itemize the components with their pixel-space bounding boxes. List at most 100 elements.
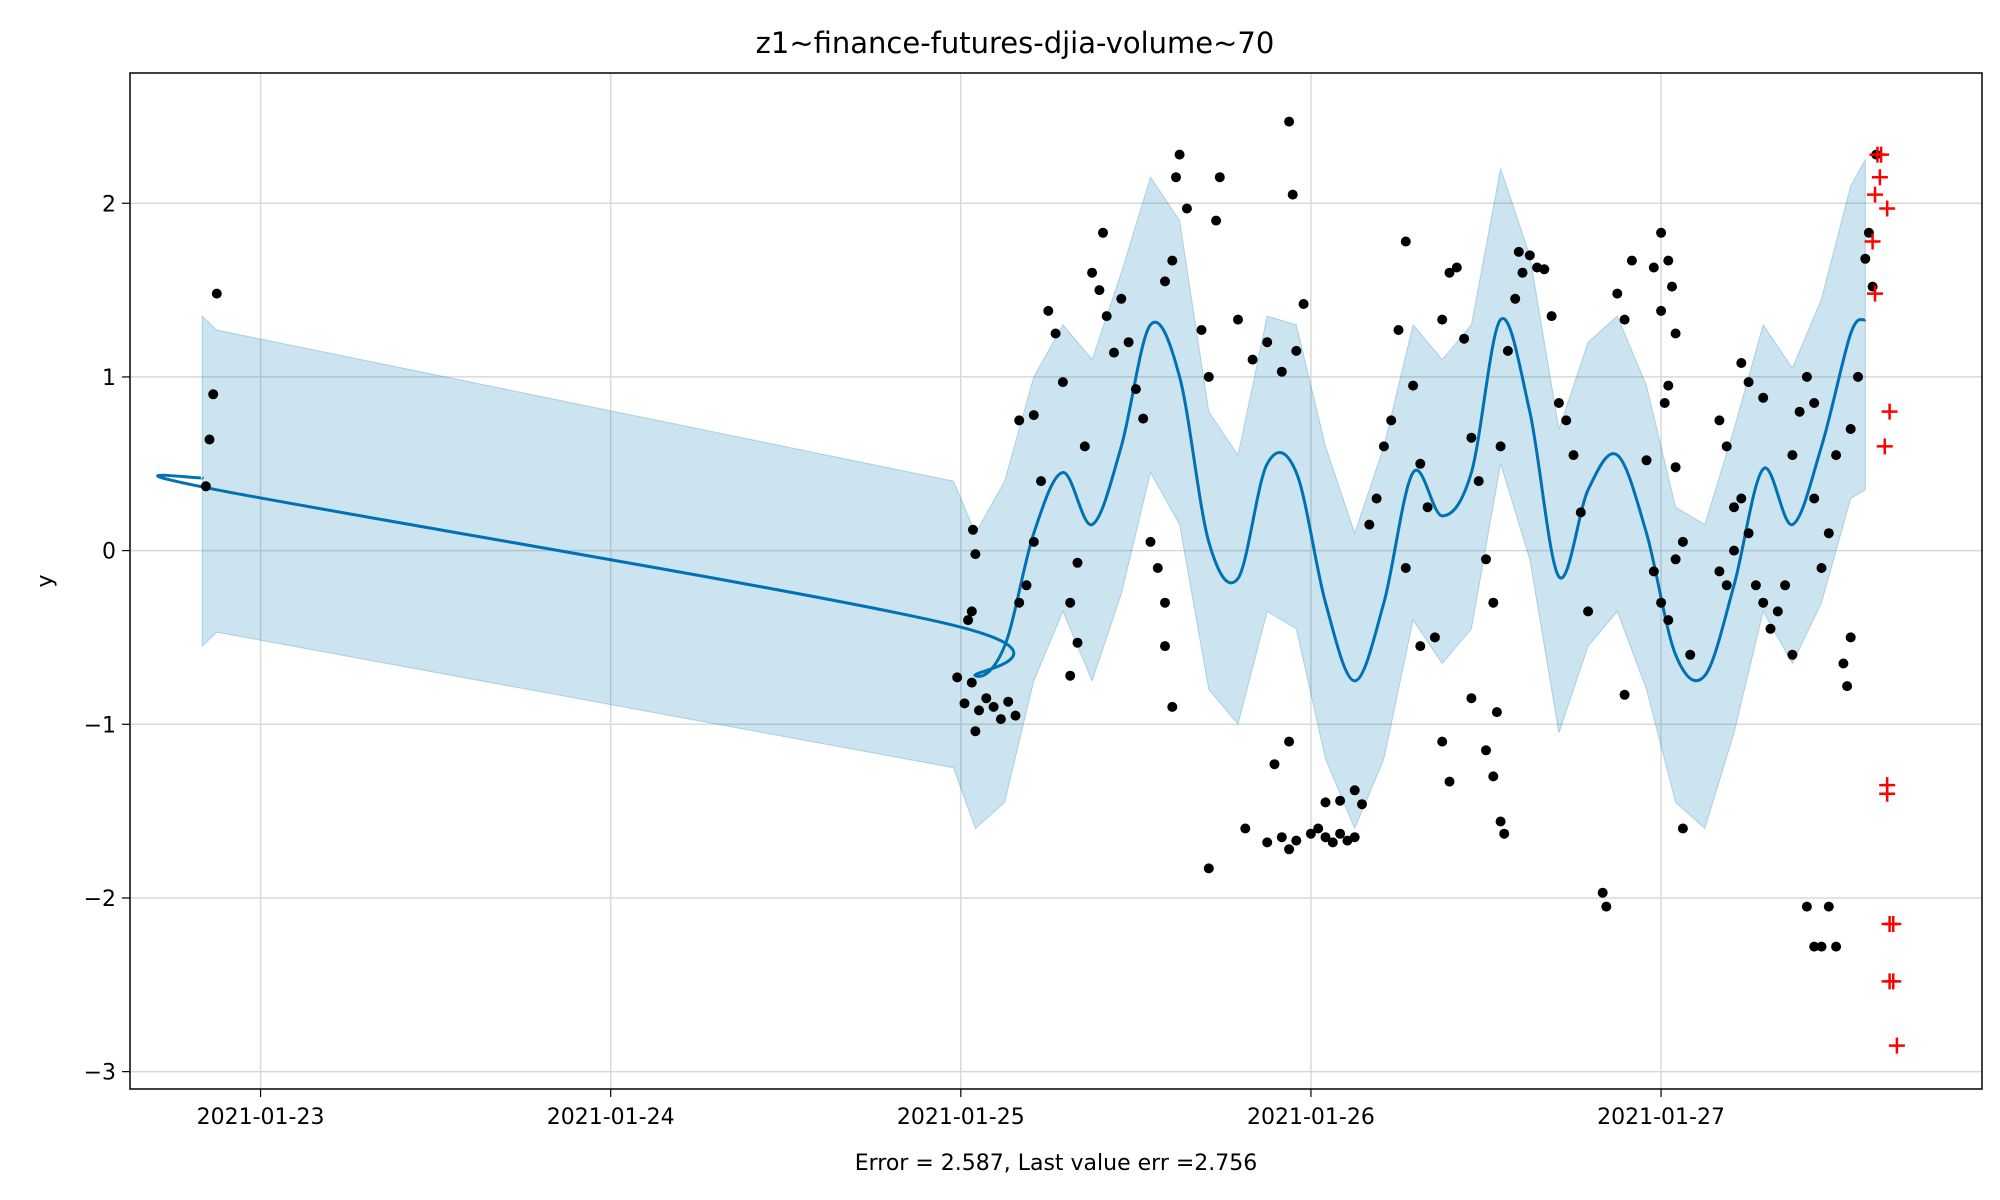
observed-point xyxy=(208,389,219,400)
observed-point xyxy=(1842,681,1853,692)
y-tick-label: 2 xyxy=(102,192,116,217)
observed-point xyxy=(1284,736,1295,747)
observed-point xyxy=(1729,502,1739,513)
observed-point xyxy=(1320,797,1331,808)
observed-point xyxy=(1171,172,1181,183)
observed-point xyxy=(1400,563,1411,573)
observed-point xyxy=(968,524,978,535)
observed-point xyxy=(1378,441,1389,452)
observed-point xyxy=(1298,299,1309,309)
observed-point xyxy=(981,693,992,704)
anomaly-marker xyxy=(1876,438,1893,455)
observed-point xyxy=(211,288,222,299)
observed-point xyxy=(1656,227,1667,238)
observed-point xyxy=(1014,415,1025,426)
observed-point xyxy=(1240,823,1251,834)
observed-point xyxy=(1780,580,1791,591)
observed-point xyxy=(1138,413,1149,424)
anomaly-marker xyxy=(1885,973,1902,990)
observed-point xyxy=(1831,941,1842,952)
observed-point xyxy=(1473,476,1484,487)
observed-point xyxy=(1656,305,1667,316)
observed-point xyxy=(959,698,970,709)
observed-point xyxy=(1758,392,1769,403)
observed-point xyxy=(1597,887,1608,898)
observed-point xyxy=(1575,507,1586,518)
observed-point xyxy=(1284,116,1295,127)
x-axis-label: Error = 2.587, Last value err =2.756 xyxy=(855,1151,1258,1176)
observed-point xyxy=(1214,172,1225,183)
observed-point xyxy=(963,615,974,626)
plot-frame xyxy=(129,72,1983,1090)
anomaly-marker xyxy=(1879,200,1896,217)
y-tick-label: −3 xyxy=(84,1061,116,1086)
observed-point xyxy=(1677,823,1688,834)
uncertainty-area xyxy=(201,157,1866,830)
observed-point xyxy=(1444,267,1455,278)
observed-point xyxy=(1262,337,1273,348)
observed-point xyxy=(1284,844,1295,855)
observed-point xyxy=(1721,441,1732,452)
forecast-line-group xyxy=(156,317,1867,683)
observed-point xyxy=(974,705,984,716)
observed-point xyxy=(1437,314,1448,325)
observed-point xyxy=(1714,566,1725,577)
observed-point xyxy=(1502,345,1513,356)
observed-point xyxy=(1601,901,1612,912)
y-axis: −3 −2 −1 0 1 2 xyxy=(84,192,130,1086)
observed-point xyxy=(1524,250,1535,261)
observed-point xyxy=(1743,377,1754,388)
observed-point xyxy=(1481,554,1491,565)
observed-point xyxy=(1619,689,1630,700)
observed-point xyxy=(988,701,999,712)
observed-point xyxy=(1057,377,1068,388)
observed-point xyxy=(1670,554,1681,565)
observed-point xyxy=(1109,347,1119,358)
y-axis-label: y xyxy=(33,574,58,587)
anomaly-marker xyxy=(1867,285,1884,302)
observed-point xyxy=(1003,696,1014,707)
observed-point xyxy=(1386,415,1397,426)
observed-point xyxy=(1349,785,1360,796)
observed-point xyxy=(1262,837,1273,848)
anomaly-marker xyxy=(1873,146,1890,163)
observed-point xyxy=(1663,255,1674,266)
observed-point xyxy=(1320,832,1331,843)
observed-point xyxy=(1656,597,1667,608)
observed-point xyxy=(1816,941,1827,952)
observed-point xyxy=(1495,816,1506,827)
observed-point xyxy=(1459,333,1470,344)
y-tick-label: −1 xyxy=(84,713,116,738)
observed-point xyxy=(1736,493,1747,504)
anomaly-marker xyxy=(1888,1037,1905,1054)
observed-point xyxy=(1510,293,1521,304)
observed-point xyxy=(970,549,981,560)
observed-point xyxy=(1065,597,1076,608)
observed-point xyxy=(1364,519,1375,530)
anomaly-marker xyxy=(1879,785,1896,802)
observed-point xyxy=(1466,693,1477,704)
observed-point xyxy=(1831,450,1842,461)
observed-point xyxy=(1160,597,1170,608)
observed-point xyxy=(1101,311,1112,322)
observed-point xyxy=(1736,358,1747,368)
observed-point xyxy=(204,434,215,445)
observed-point xyxy=(1203,863,1214,874)
forecast-line xyxy=(156,317,1867,683)
observed-point xyxy=(1123,337,1134,348)
observed-point xyxy=(1357,799,1367,810)
observed-point xyxy=(1659,398,1670,408)
observed-point xyxy=(1517,267,1528,278)
observed-point xyxy=(1816,563,1827,573)
x-tick-label: 2021-01-25 xyxy=(897,1105,1025,1130)
observed-point xyxy=(1233,314,1243,325)
observed-point xyxy=(1491,707,1502,718)
observed-point xyxy=(1079,441,1090,452)
observed-point xyxy=(1098,227,1108,238)
observed-point xyxy=(1787,450,1798,461)
observed-point xyxy=(1400,236,1411,247)
uncertainty-band xyxy=(201,157,1866,830)
observed-point xyxy=(1305,828,1316,839)
